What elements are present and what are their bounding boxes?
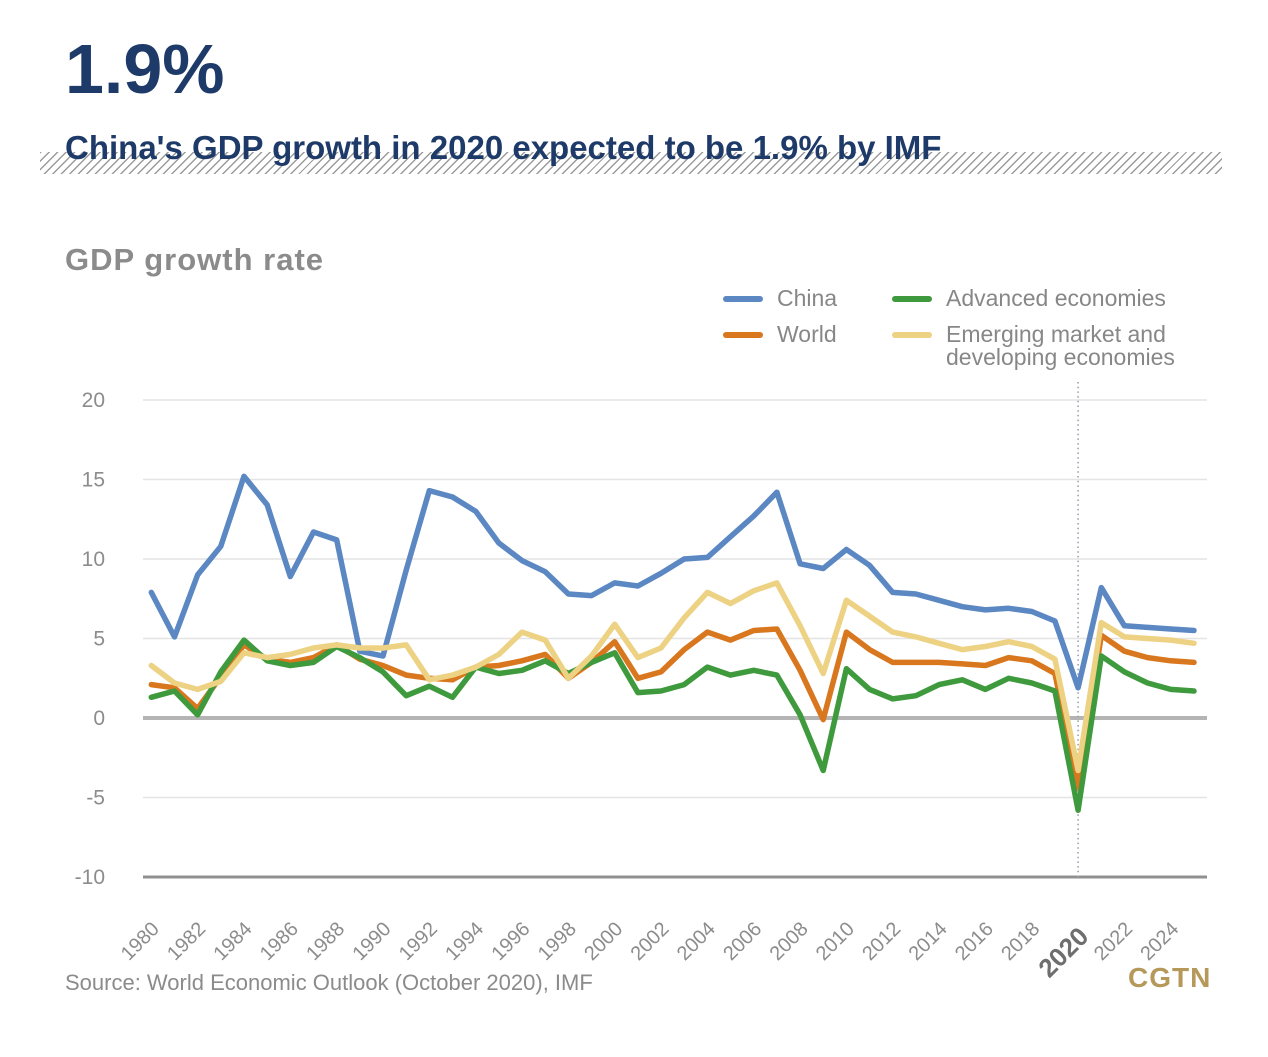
chart-legend: China Advanced economies World Emerging … — [723, 287, 1204, 369]
chart-title: GDP growth rate — [65, 242, 325, 277]
x-tick-label-1994: 1994 — [441, 918, 488, 965]
subtitle-text: China's GDP growth in 2020 expected to b… — [65, 129, 942, 166]
x-tick-label-2024: 2024 — [1136, 918, 1183, 965]
x-tick-label-2022: 2022 — [1090, 918, 1137, 965]
x-tick-label-2008: 2008 — [766, 918, 813, 965]
headline-value: 1.9% — [65, 30, 225, 108]
legend-label-china: China — [777, 285, 838, 311]
x-tick-label-2010: 2010 — [812, 918, 859, 965]
x-tick-label-2012: 2012 — [858, 918, 905, 965]
series-line-world — [148, 626, 1197, 791]
series-line-china — [148, 473, 1197, 691]
x-tick-label-1984: 1984 — [209, 918, 256, 965]
y-tick-label-0: 0 — [93, 707, 105, 730]
y-tick-label-5: 5 — [93, 628, 105, 651]
x-tick-label-1996: 1996 — [488, 918, 535, 965]
x-tick-label-1990: 1990 — [349, 918, 396, 965]
x-tick-label-1982: 1982 — [163, 918, 210, 965]
x-tick-label-1998: 1998 — [534, 918, 581, 965]
legend-label-world: World — [777, 321, 837, 347]
x-tick-label-1992: 1992 — [395, 918, 442, 965]
x-tick-label-2000: 2000 — [580, 918, 627, 965]
x-tick-label-2020: 2020 — [1032, 921, 1094, 983]
emerging-economies-line-swatch — [892, 332, 932, 338]
series-line-advanced-economies — [148, 637, 1197, 813]
x-tick-label-2006: 2006 — [719, 918, 766, 965]
x-tick-label-2002: 2002 — [627, 918, 674, 965]
y-tick-label-20: 20 — [82, 389, 105, 412]
series-line-emerging-market-and-developing-economies — [148, 580, 1197, 774]
x-tick-label-2004: 2004 — [673, 918, 720, 965]
world-line-swatch — [723, 332, 763, 338]
source-note: Source: World Economic Outlook (October … — [65, 970, 593, 995]
legend-label-emerging-economies: Emerging market and developing economies — [946, 321, 1175, 370]
legend-label-advanced-economies: Advanced economies — [946, 285, 1166, 311]
legend-item-emerging-economies: Emerging market and developing economies — [892, 323, 1204, 369]
x-tick-label-1986: 1986 — [256, 918, 303, 965]
legend-item-china: China — [723, 287, 892, 323]
y-tick-label--5: -5 — [86, 787, 105, 810]
y-tick-label-10: 10 — [82, 548, 105, 571]
x-tick-label-2014: 2014 — [905, 918, 952, 965]
x-tick-label-1980: 1980 — [117, 918, 164, 965]
advanced-economies-line-swatch — [892, 296, 932, 302]
x-tick-label-2016: 2016 — [951, 918, 998, 965]
x-tick-label-1988: 1988 — [302, 918, 349, 965]
y-tick-label-15: 15 — [82, 469, 105, 492]
hatched-divider — [40, 152, 1222, 174]
legend-item-advanced-economies: Advanced economies — [892, 287, 1204, 323]
legend-item-world: World — [723, 323, 892, 369]
cgtn-logo: CGTN — [1128, 962, 1212, 993]
china-line-swatch — [723, 296, 763, 302]
y-tick-label--10: -10 — [75, 866, 105, 889]
